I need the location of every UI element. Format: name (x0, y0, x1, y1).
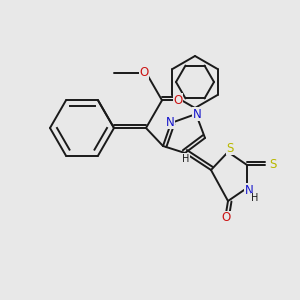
Text: S: S (269, 158, 277, 172)
Text: H: H (182, 154, 190, 164)
Text: O: O (140, 66, 148, 79)
Text: H: H (251, 193, 259, 203)
Text: N: N (244, 184, 253, 196)
Text: N: N (166, 116, 174, 128)
Text: N: N (193, 107, 201, 121)
Text: O: O (221, 211, 230, 224)
Text: O: O (173, 94, 183, 107)
Text: S: S (226, 142, 234, 154)
